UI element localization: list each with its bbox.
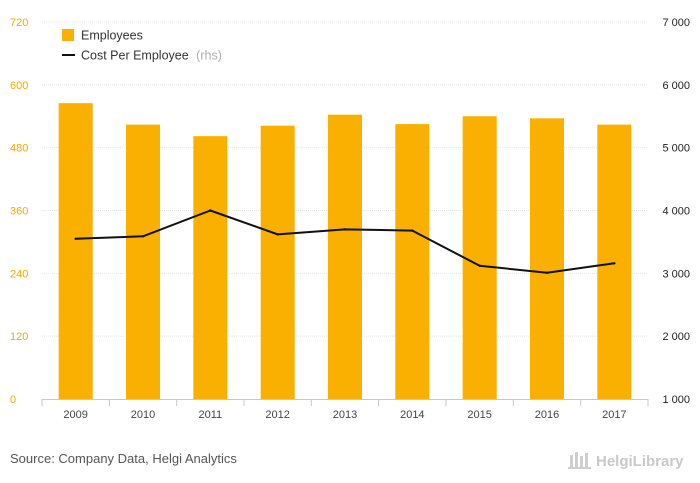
brand-logo: HelgiLibrary [568,452,684,470]
line-point [411,229,414,232]
svg-text:Cost Per Employee (rhs): Cost Per Employee (rhs) [81,49,222,63]
legend-swatch-employees [62,29,74,41]
line-point [209,209,212,212]
y-right-tick-label: 6 000 [662,80,690,92]
y-left-tick-label: 360 [10,206,28,218]
bar [462,116,497,399]
x-tick-label: 2015 [467,409,491,421]
bar [193,136,228,399]
x-tick-label: 2010 [131,409,155,421]
y-right-tick-label: 7 000 [662,17,690,29]
y-right-tick-label: 2 000 [662,331,690,343]
line-series-cost-per-employee [74,209,616,274]
bar [328,114,362,399]
bar [395,124,430,400]
y-right-tick-label: 1 000 [662,394,690,406]
y-right-tick-label: 3 000 [662,268,690,280]
bar [260,125,295,400]
axes: 0 1 000 120 2 000 240 3 000 360 4 000 480 5 000 60… [10,17,690,421]
line-point [545,271,549,274]
brand-name: HelgiLibrary [596,453,684,470]
y-left-tick-label: 720 [10,17,28,29]
line-point [141,235,145,238]
line-point [276,233,279,236]
bar-series-employees [58,103,632,400]
x-tick-label: 2014 [400,409,424,421]
bar [58,103,93,399]
x-tick-label: 2009 [63,409,87,421]
legend-label-employees: Employees [81,29,143,43]
line-point [74,237,77,240]
y-left-tick-label: 120 [10,331,28,343]
y-left-tick-label: 240 [10,268,28,280]
source-note: Source: Company Data, Helgi Analytics [10,451,237,466]
legend-label-rhs: (rhs) [196,49,222,63]
line-point [478,264,481,267]
bar [597,124,632,399]
legend: Employees Cost Per Employee (rhs) [62,29,222,63]
bar [530,118,564,399]
y-left-tick-label: 480 [10,143,28,155]
bar [126,124,160,399]
x-tick-label: 2016 [535,409,559,421]
x-tick-label: 2013 [333,409,357,421]
y-left-tick-label: 0 [10,394,16,406]
line-point [343,228,347,231]
y-left-tick-label: 600 [10,80,28,92]
x-tick-label: 2017 [602,409,626,421]
library-icon [568,452,591,469]
legend-label-cost-per-employee: Cost Per Employee [81,49,189,63]
x-tick-label: 2011 [199,409,223,421]
line-point [613,262,616,265]
y-right-tick-label: 5 000 [662,143,690,155]
x-tick-label: 2012 [265,409,289,421]
y-right-tick-label: 4 000 [662,206,690,218]
